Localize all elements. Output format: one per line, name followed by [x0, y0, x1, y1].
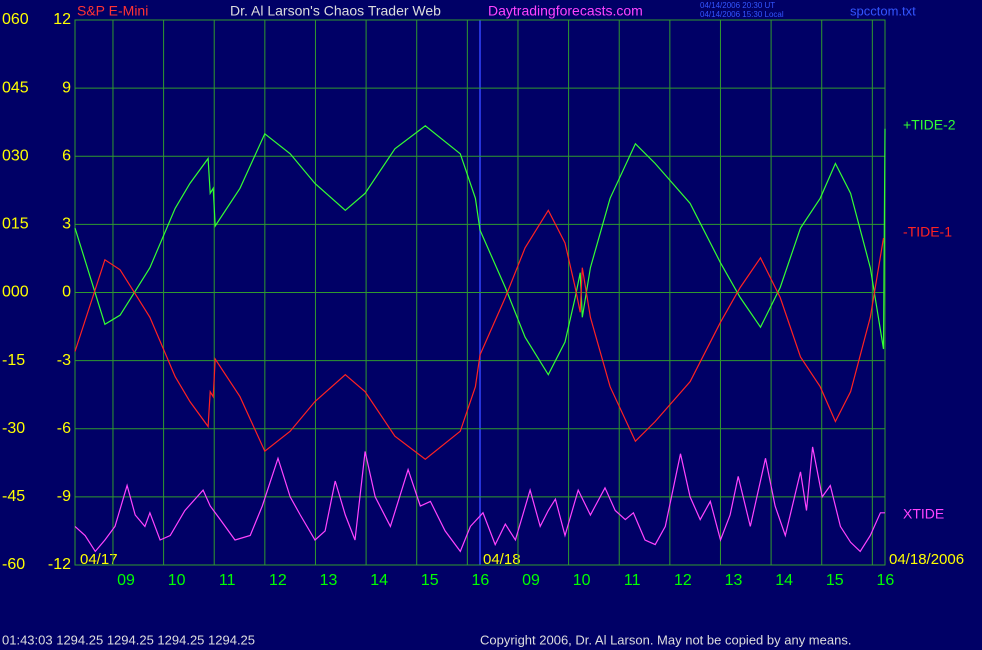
x-tick-label: 11: [219, 572, 236, 589]
x-tick-label: 13: [725, 572, 743, 589]
copyright: Copyright 2006, Dr. Al Larson. May not b…: [480, 632, 851, 647]
site-name: Daytradingforecasts.com: [488, 3, 643, 19]
x-tick-label: 13: [320, 572, 338, 589]
x-tick-label: 15: [421, 572, 439, 589]
series-line: [74, 446, 885, 553]
legend-label: XTIDE: [903, 506, 944, 522]
y-tick-label: -6: [57, 420, 71, 437]
y2-tick-label: 045: [2, 79, 29, 96]
series-line: [74, 125, 886, 376]
chart-title: S&P E-Mini: [77, 3, 148, 19]
y2-tick-label: 060: [2, 11, 29, 28]
y2-tick-label: -15: [2, 352, 25, 369]
plot-frame: [74, 19, 886, 566]
file-name: spcctom.txt: [850, 3, 916, 18]
y-tick-label: 0: [62, 284, 71, 301]
y2-tick-label: -60: [2, 556, 25, 573]
x-tick-label: 15: [826, 572, 844, 589]
date-label: 04/17: [80, 551, 118, 568]
series-line: [74, 209, 885, 460]
timestamp-local: 04/14/2006 15:30 Local: [700, 10, 784, 19]
y2-tick-label: 000: [2, 284, 29, 301]
x-tick-label: 12: [269, 572, 287, 589]
x-tick-label: 10: [168, 572, 186, 589]
x-tick-label: 16: [471, 572, 489, 589]
x-tick-label: 12: [674, 572, 692, 589]
y2-tick-label: -45: [2, 488, 25, 505]
status-bar: 01:43:03 1294.25 1294.25 1294.25 1294.25: [2, 632, 255, 647]
legend-label: +TIDE-2: [903, 117, 956, 133]
y-tick-label: -12: [48, 556, 71, 573]
y-tick-label: 6: [62, 147, 71, 164]
y-tick-label: 3: [62, 216, 71, 233]
y-tick-label: -3: [57, 352, 71, 369]
x-tick-label: 09: [522, 572, 540, 589]
x-tick-label: 09: [117, 572, 135, 589]
date-label: 04/18: [483, 551, 521, 568]
date-label: 04/18/2006: [889, 551, 964, 568]
y2-tick-label: -30: [2, 420, 25, 437]
chart-subtitle: Dr. Al Larson's Chaos Trader Web: [230, 3, 441, 19]
y-tick-label: 9: [62, 79, 71, 96]
y2-tick-label: 015: [2, 216, 29, 233]
timestamp-ut: 04/14/2006 20:30 UT: [700, 1, 775, 10]
x-tick-label: 14: [775, 572, 793, 589]
y2-tick-label: 030: [2, 147, 29, 164]
x-tick-label: 16: [876, 572, 894, 589]
legend-label: -TIDE-1: [903, 224, 952, 240]
x-tick-label: 14: [370, 572, 388, 589]
x-tick-label: 11: [624, 572, 641, 589]
y-tick-label: -9: [57, 488, 71, 505]
x-tick-label: 10: [573, 572, 591, 589]
y-tick-label: 12: [53, 11, 71, 28]
